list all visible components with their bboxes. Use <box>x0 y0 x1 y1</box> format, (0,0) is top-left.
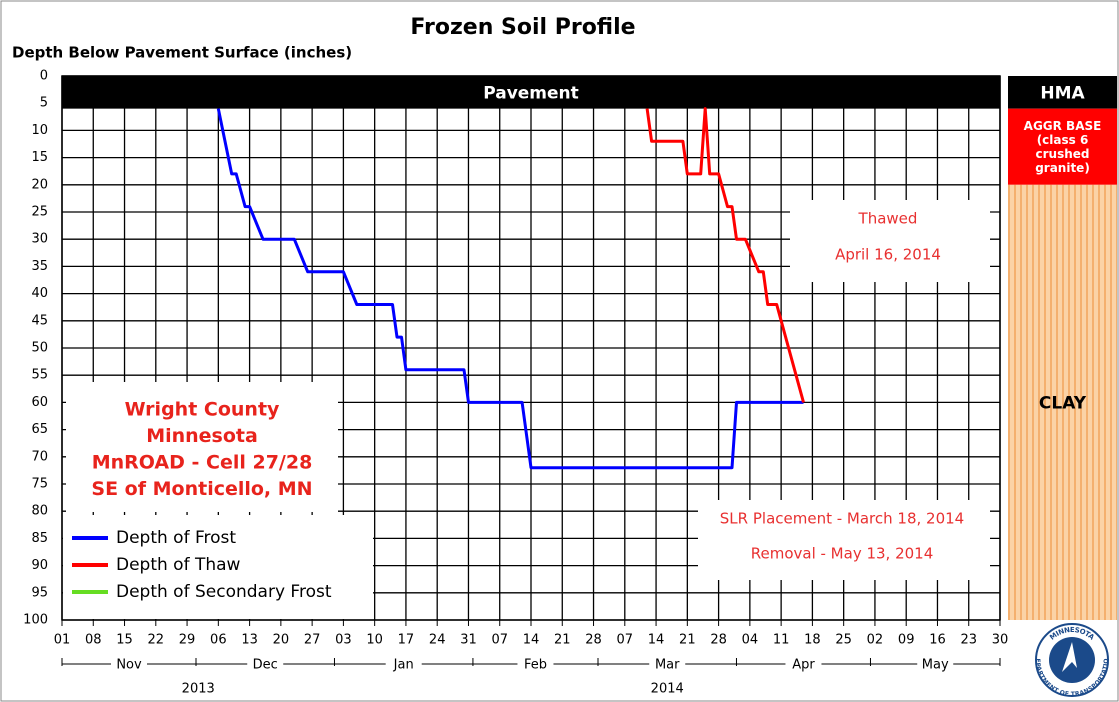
x-tick-label: 16 <box>929 633 946 648</box>
soil-layer-label: CLAY <box>1039 393 1087 413</box>
x-tick-label: 14 <box>648 633 665 648</box>
annotation: Wright County <box>125 399 280 421</box>
soil-layer-label: AGGR BASE <box>1024 119 1102 133</box>
x-tick-label: 02 <box>867 633 884 648</box>
y-tick-label: 40 <box>31 286 48 301</box>
x-tick-label: 22 <box>148 633 165 648</box>
y-tick-label: 70 <box>31 449 48 464</box>
x-tick-label: 27 <box>304 633 321 648</box>
month-label: May <box>922 658 949 673</box>
y-tick-label: 95 <box>31 585 48 600</box>
y-tick-label: 25 <box>31 205 48 220</box>
y-tick-label: 65 <box>31 422 48 437</box>
x-tick-label: 17 <box>398 633 415 648</box>
x-tick-label: 21 <box>679 633 696 648</box>
x-tick-label: 06 <box>210 633 227 648</box>
month-label: Apr <box>792 658 815 673</box>
month-label: Mar <box>655 658 680 673</box>
x-tick-label: 10 <box>366 633 383 648</box>
y-tick-label: 55 <box>31 368 48 383</box>
year-label: 2014 <box>651 682 684 697</box>
soil-layer-label: (class 6 <box>1037 133 1089 147</box>
soil-layer-label: granite) <box>1035 161 1090 175</box>
y-tick-label: 10 <box>31 123 48 138</box>
x-tick-label: 30 <box>992 633 1009 648</box>
y-tick-label: 60 <box>31 395 48 410</box>
x-tick-label: 18 <box>804 633 821 648</box>
soil-layer-label: HMA <box>1040 83 1085 103</box>
y-tick-label: 50 <box>31 341 48 356</box>
x-tick-label: 29 <box>179 633 196 648</box>
y-tick-label: 0 <box>40 69 48 84</box>
soil-layer-label: crushed <box>1036 147 1090 161</box>
pavement-label: Pavement <box>483 83 579 103</box>
legend-label: Depth of Thaw <box>116 555 241 575</box>
month-label: Nov <box>116 658 142 673</box>
x-tick-label: 04 <box>742 633 759 648</box>
y-tick-label: 100 <box>23 613 48 628</box>
x-tick-label: 01 <box>54 633 71 648</box>
y-tick-label: 75 <box>31 477 48 492</box>
y-tick-label: 80 <box>31 504 48 519</box>
y-tick-label: 45 <box>31 313 48 328</box>
x-tick-label: 07 <box>491 633 508 648</box>
x-tick-label: 31 <box>460 633 477 648</box>
y-tick-label: 30 <box>31 232 48 247</box>
month-label: Feb <box>524 658 547 673</box>
month-label: Dec <box>253 658 278 673</box>
x-tick-label: 15 <box>116 633 133 648</box>
x-tick-label: 03 <box>335 633 352 648</box>
x-tick-label: 25 <box>835 633 852 648</box>
x-tick-label: 14 <box>523 633 540 648</box>
month-label: Jan <box>393 658 414 673</box>
y-tick-label: 15 <box>31 150 48 165</box>
annotation: SE of Monticello, MN <box>91 478 312 500</box>
x-tick-label: 13 <box>241 633 258 648</box>
y-tick-label: 20 <box>31 177 48 192</box>
x-tick-label: 28 <box>710 633 727 648</box>
x-tick-label: 21 <box>554 633 571 648</box>
x-tick-label: 24 <box>429 633 446 648</box>
y-tick-label: 90 <box>31 558 48 573</box>
x-tick-label: 20 <box>273 633 290 648</box>
y-tick-label: 5 <box>40 96 48 111</box>
x-tick-label: 23 <box>960 633 977 648</box>
chart-title: Frozen Soil Profile <box>410 15 635 40</box>
y-axis-title: Depth Below Pavement Surface (inches) <box>12 44 352 62</box>
y-tick-label: 85 <box>31 531 48 546</box>
annotation: MnROAD - Cell 27/28 <box>92 452 313 474</box>
year-label: 2013 <box>182 682 215 697</box>
y-tick-label: 35 <box>31 259 48 274</box>
x-tick-label: 09 <box>898 633 915 648</box>
annotation: Thawed <box>858 210 918 228</box>
x-tick-label: 07 <box>617 633 634 648</box>
annotation: Removal - May 13, 2014 <box>751 545 934 563</box>
legend-label: Depth of Secondary Frost <box>116 582 332 602</box>
x-tick-label: 08 <box>85 633 102 648</box>
x-tick-label: 28 <box>585 633 602 648</box>
annotation: Minnesota <box>146 425 258 447</box>
legend-label: Depth of Frost <box>116 528 236 548</box>
chart: Frozen Soil Profile Depth Below Pavement… <box>0 0 1119 702</box>
x-tick-label: 11 <box>773 633 790 648</box>
annotation: April 16, 2014 <box>835 246 941 264</box>
annotation: SLR Placement - March 18, 2014 <box>720 510 964 528</box>
